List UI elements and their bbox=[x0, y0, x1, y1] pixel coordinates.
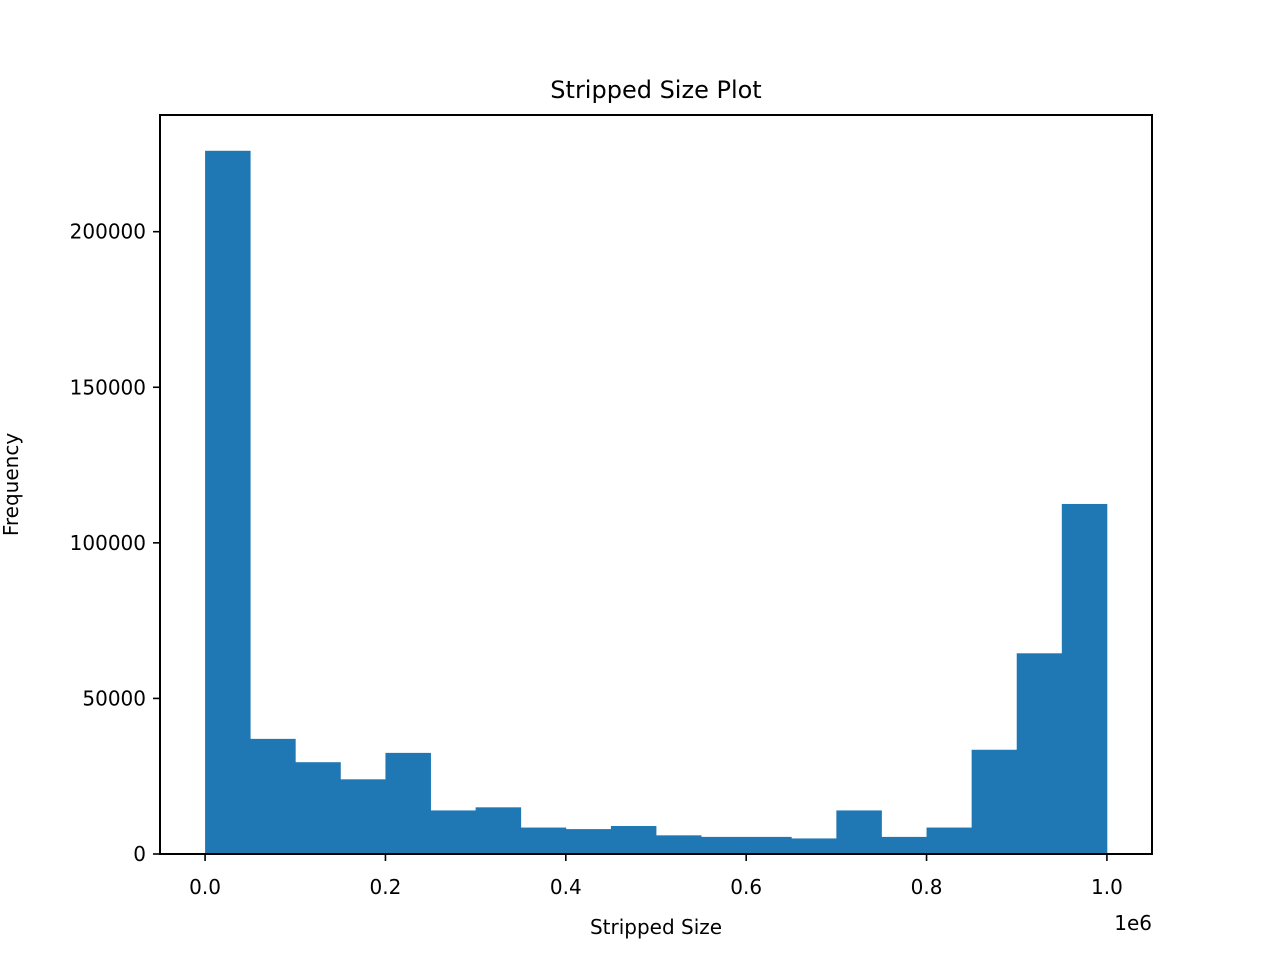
x-tick-label-0: 0.0 bbox=[189, 875, 221, 899]
histogram-bar-5 bbox=[430, 810, 477, 854]
histogram-bar-13 bbox=[791, 838, 837, 854]
x-tick-label-2: 0.4 bbox=[550, 875, 582, 899]
histogram-bar-0 bbox=[205, 150, 251, 855]
histogram-bar-11 bbox=[701, 836, 747, 854]
y-tick-label-1: 50000 bbox=[82, 686, 146, 710]
histogram-bar-3 bbox=[340, 779, 386, 854]
histogram-bar-2 bbox=[295, 762, 341, 854]
histogram-bar-7 bbox=[520, 827, 567, 854]
histogram-bar-12 bbox=[746, 836, 792, 854]
histogram-bar-17 bbox=[971, 749, 1018, 854]
histogram-bar-9 bbox=[610, 825, 657, 854]
y-tick-label-4: 200000 bbox=[70, 220, 146, 244]
y-tick-label-0: 0 bbox=[133, 842, 146, 866]
histogram-bar-6 bbox=[475, 807, 522, 854]
x-tick-label-5: 1.0 bbox=[1091, 875, 1123, 899]
x-tick-label-1: 0.2 bbox=[370, 875, 402, 899]
x-tick-label-3: 0.6 bbox=[730, 875, 762, 899]
chart-title: Stripped Size Plot bbox=[550, 76, 761, 104]
histogram-bar-16 bbox=[926, 827, 973, 854]
bars-layer bbox=[205, 150, 1108, 855]
histogram-bar-10 bbox=[656, 835, 702, 854]
histogram-bar-8 bbox=[565, 829, 612, 854]
x-axis-label: Stripped Size bbox=[590, 915, 722, 939]
histogram-bar-1 bbox=[250, 738, 296, 854]
histogram-bar-4 bbox=[385, 752, 431, 854]
plot-frame bbox=[159, 114, 1153, 855]
x-axis-offset-text: 1e6 bbox=[1114, 911, 1152, 935]
y-tick-label-2: 100000 bbox=[70, 531, 146, 555]
ticks-layer: 0.0 0.2 0.4 0.6 0.8 1.0 0 50000 100000 150000 2000… bbox=[70, 220, 1123, 899]
histogram-bar-19 bbox=[1061, 503, 1108, 854]
histogram-bar-18 bbox=[1016, 653, 1063, 854]
y-tick-label-3: 150000 bbox=[70, 375, 146, 399]
histogram-bar-15 bbox=[881, 836, 927, 854]
x-tick-label-4: 0.8 bbox=[911, 875, 943, 899]
histogram-bar-14 bbox=[836, 810, 882, 854]
y-axis-label: Frequency bbox=[0, 433, 23, 536]
